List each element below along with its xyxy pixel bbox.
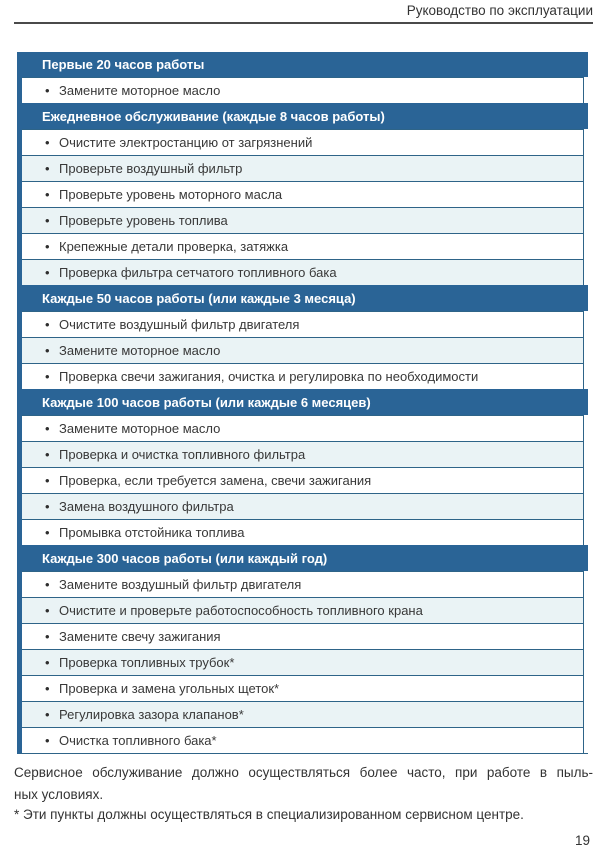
bullet-icon: • [45,343,50,358]
bullet-icon: • [45,499,50,514]
bullet-icon: • [45,733,50,748]
bullet-icon: • [45,603,50,618]
service-note: Сервисное обслуживание должно осуществля… [14,762,593,805]
maintenance-item-row: • Очистите электростанцию от загрязнений [22,129,584,155]
bullet-icon: • [45,655,50,670]
maintenance-item-text: Проверьте уровень топлива [59,213,228,228]
bullet-icon: • [45,161,50,176]
maintenance-item-text: Проверка, если требуется замена, свечи з… [59,473,372,488]
maintenance-item-row: • Очистите и проверьте работоспособность … [22,597,584,623]
maintenance-item-row: • Проверка и замена угольных щеток* [22,675,584,701]
maintenance-item-row: • Регулировка зазора клапанов* [22,701,584,727]
maintenance-item-row: • Замените моторное масло [22,337,584,363]
section-header: Каждые 300 часов работы (или каждый год) [22,545,588,571]
maintenance-item-text: Замените свечу зажигания [59,629,221,644]
maintenance-item-row: • Проверьте уровень моторного масла [22,181,584,207]
section-header: Каждые 50 часов работы (или каждые 3 мес… [22,285,588,311]
bullet-icon: • [45,525,50,540]
maintenance-item-row: • Проверьте уровень топлива [22,207,584,233]
bullet-icon: • [45,83,50,98]
maintenance-item-row: • Замените моторное масло [22,415,584,441]
maintenance-item-text: Проверьте воздушный фильтр [59,161,243,176]
maintenance-item-text: Замените моторное масло [59,343,221,358]
service-note-line1: Сервисное обслуживание должно осуществля… [14,765,593,780]
bullet-icon: • [45,473,50,488]
maintenance-item-row: • Проверка фильтра сетчатого топливного б… [22,259,584,285]
maintenance-item-row: • Проверка и очистка топливного фильтра [22,441,584,467]
bullet-icon: • [45,239,50,254]
maintenance-item-text: Проверка фильтра сетчатого топливного ба… [59,265,337,280]
maintenance-item-text: Проверьте уровень моторного масла [59,187,283,202]
running-header: Руководство по эксплуатации [14,3,593,24]
bullet-icon: • [45,213,50,228]
maintenance-item-row: • Замените моторное масло [22,77,584,103]
maintenance-item-text: Замените моторное масло [59,83,221,98]
maintenance-item-row: • Проверка свечи зажигания, очистка и рег… [22,363,584,389]
maintenance-item-row: • Замена воздушного фильтра [22,493,584,519]
bullet-icon: • [45,369,50,384]
maintenance-item-row: • Проверьте воздушный фильтр [22,155,584,181]
bullet-icon: • [45,135,50,150]
maintenance-table: Первые 20 часов работы • Замените моторное… [17,52,588,754]
section-header: Первые 20 часов работы [22,52,588,77]
maintenance-item-text: Очистите воздушный фильтр двигателя [59,317,300,332]
maintenance-item-row: • Крепежные детали проверка, затяжка [22,233,584,259]
bullet-icon: • [45,629,50,644]
section-header: Каждые 100 часов работы (или каждые 6 ме… [22,389,588,415]
bullet-icon: • [45,447,50,462]
maintenance-item-row: • Очистка топливного бака* [22,727,584,753]
maintenance-item-text: Замена воздушного фильтра [59,499,234,514]
section-header: Ежедневное обслуживание (каждые 8 часов … [22,103,588,129]
bullet-icon: • [45,681,50,696]
maintenance-item-row: • Проверка, если требуется замена, свечи … [22,467,584,493]
footnote: * Эти пункты должны осуществляться в спе… [14,807,524,822]
bullet-icon: • [45,707,50,722]
bullet-icon: • [45,187,50,202]
bullet-icon: • [45,265,50,280]
maintenance-item-text: Регулировка зазора клапанов* [59,707,244,722]
maintenance-item-text: Замените моторное масло [59,421,221,436]
maintenance-item-text: Проверка топливных трубок* [59,655,235,670]
page-number: 19 [574,833,590,848]
maintenance-item-text: Проверка свечи зажигания, очистка и регу… [59,369,479,384]
maintenance-item-text: Промывка отстойника топлива [59,525,245,540]
maintenance-item-row: • Проверка топливных трубок* [22,649,584,675]
maintenance-item-row: • Очистите воздушный фильтр двигателя [22,311,584,337]
maintenance-item-row: • Замените воздушный фильтр двигателя [22,571,584,597]
maintenance-item-row: • Замените свечу зажигания [22,623,584,649]
bullet-icon: • [45,317,50,332]
maintenance-item-text: Крепежные детали проверка, затяжка [59,239,289,254]
bullet-icon: • [45,421,50,436]
maintenance-item-text: Очистите электростанцию от загрязнений [59,135,313,150]
maintenance-item-text: Замените воздушный фильтр двигателя [59,577,302,592]
maintenance-item-text: Проверка и замена угольных щеток* [59,681,280,696]
bullet-icon: • [45,577,50,592]
maintenance-item-text: Проверка и очистка топливного фильтра [59,447,306,462]
service-note-line2: ных условиях. [14,786,104,802]
maintenance-item-text: Очистка топливного бака* [59,733,217,748]
maintenance-item-text: Очистите и проверьте работоспособность т… [59,603,423,618]
maintenance-item-row: • Промывка отстойника топлива [22,519,584,545]
